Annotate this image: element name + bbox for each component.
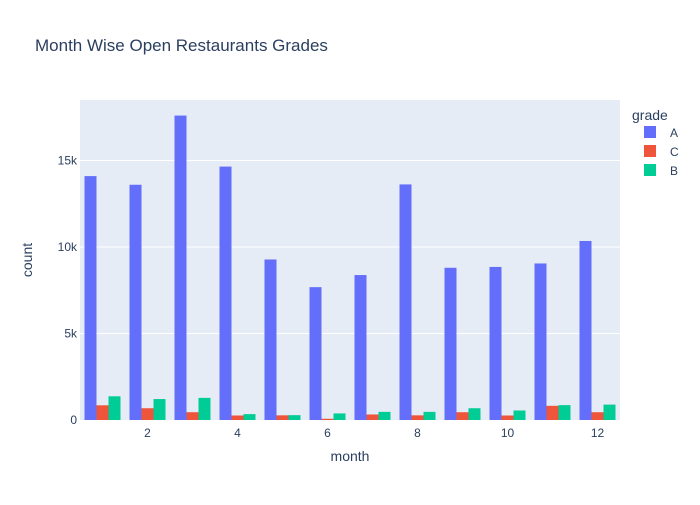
bar-B-7[interactable]	[378, 411, 391, 420]
bar-C-11[interactable]	[546, 405, 559, 420]
legend-swatch-B[interactable]	[644, 164, 656, 176]
y-tick-label: 15k	[58, 154, 78, 168]
y-axis-ticks: 0 5k 10k 15k	[58, 154, 78, 427]
y-tick-label: 10k	[58, 240, 78, 254]
bar-C-6[interactable]	[321, 418, 334, 420]
chart-title: Month Wise Open Restaurants Grades	[35, 36, 328, 55]
y-axis-label: count	[19, 243, 35, 277]
x-tick-label: 12	[591, 426, 605, 440]
bar-A-11[interactable]	[534, 263, 547, 420]
bar-C-3[interactable]	[186, 412, 199, 420]
x-axis-ticks: 2 4 6 8 10 12	[144, 426, 604, 440]
bar-A-5[interactable]	[264, 259, 277, 420]
x-tick-label: 10	[501, 426, 515, 440]
x-tick-label: 8	[414, 426, 421, 440]
bar-C-1[interactable]	[96, 405, 109, 420]
legend-swatch-C[interactable]	[644, 145, 656, 157]
bar-B-10[interactable]	[513, 410, 526, 420]
bar-A-4[interactable]	[219, 166, 232, 420]
bar-B-4[interactable]	[243, 414, 256, 420]
bar-B-5[interactable]	[288, 415, 301, 420]
bar-B-1[interactable]	[108, 396, 121, 420]
bar-C-12[interactable]	[591, 412, 604, 420]
x-tick-label: 6	[324, 426, 331, 440]
bar-B-12[interactable]	[603, 404, 616, 420]
bar-A-7[interactable]	[354, 275, 367, 420]
bar-A-3[interactable]	[174, 115, 187, 420]
bar-A-10[interactable]	[489, 266, 502, 420]
bar-A-1[interactable]	[84, 176, 97, 420]
bar-C-8[interactable]	[411, 415, 424, 420]
bar-A-8[interactable]	[399, 184, 412, 420]
bar-C-4[interactable]	[231, 415, 244, 420]
bar-A-9[interactable]	[444, 267, 457, 420]
bar-B-11[interactable]	[558, 405, 571, 420]
x-tick-label: 4	[234, 426, 241, 440]
legend-title: grade	[632, 107, 668, 123]
plot-background	[80, 100, 620, 420]
bar-C-9[interactable]	[456, 412, 469, 420]
gridlines	[80, 160, 620, 335]
bar-B-6[interactable]	[333, 413, 346, 420]
bar-B-3[interactable]	[198, 397, 211, 420]
legend-label-C[interactable]: C	[670, 145, 679, 159]
bars	[84, 115, 616, 420]
bar-A-6[interactable]	[309, 287, 322, 420]
y-tick-label: 0	[70, 413, 77, 427]
legend-label-A[interactable]: A	[670, 126, 678, 140]
legend-label-B[interactable]: B	[670, 164, 678, 178]
bar-A-12[interactable]	[579, 240, 592, 420]
y-tick-label: 5k	[64, 327, 78, 341]
legend: grade ACB	[632, 107, 679, 178]
bar-C-7[interactable]	[366, 414, 379, 420]
bar-B-2[interactable]	[153, 399, 166, 420]
bar-C-5[interactable]	[276, 415, 289, 420]
x-axis-label: month	[331, 448, 370, 464]
bar-B-9[interactable]	[468, 408, 481, 420]
x-tick-label: 2	[144, 426, 151, 440]
bar-C-10[interactable]	[501, 415, 514, 420]
bar-B-8[interactable]	[423, 411, 436, 420]
bar-A-2[interactable]	[129, 184, 142, 420]
bar-C-2[interactable]	[141, 408, 154, 420]
legend-swatch-A[interactable]	[644, 126, 656, 138]
